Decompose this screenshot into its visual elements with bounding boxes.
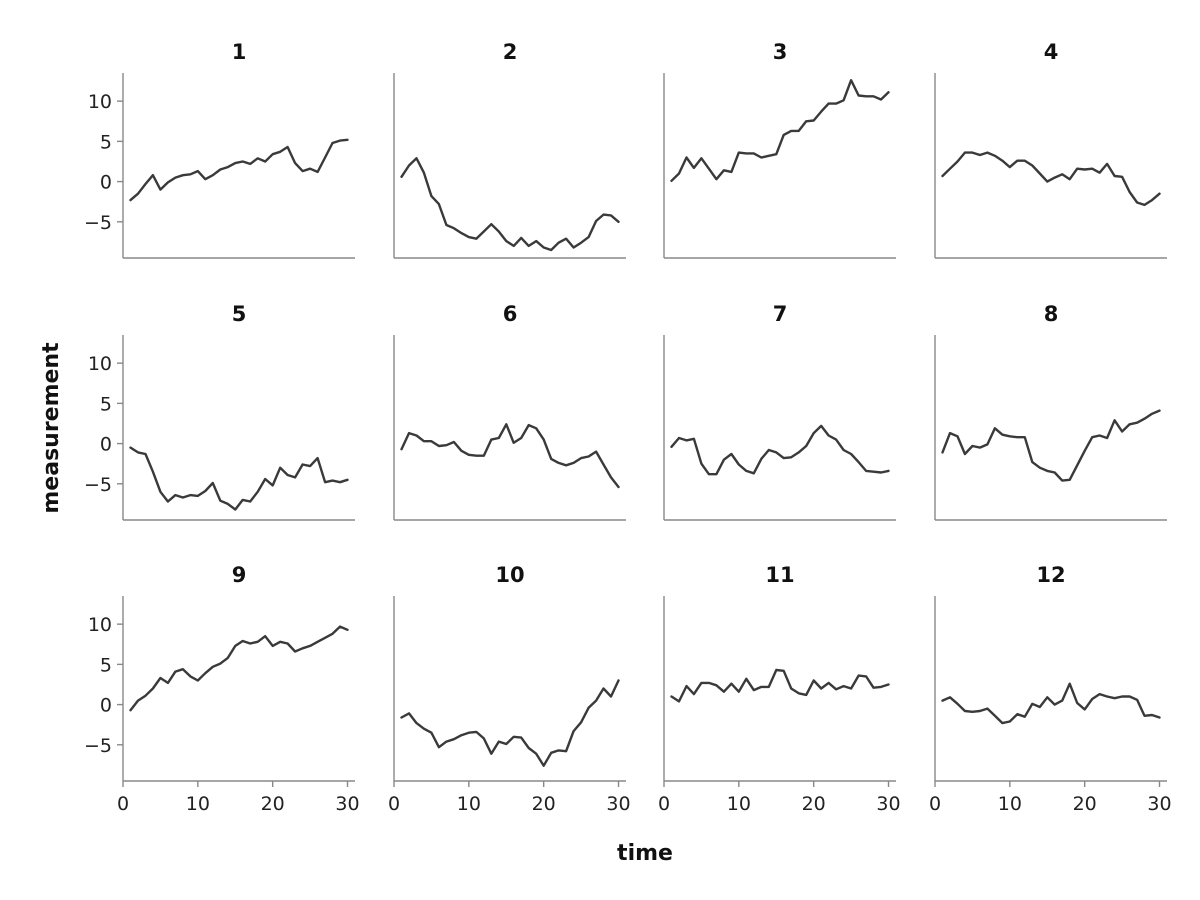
x-tick-label: 30 [1147, 793, 1171, 815]
x-tick-label: 0 [929, 793, 941, 815]
panel-title: 2 [503, 40, 518, 64]
facet-panel: 7 [663, 302, 896, 521]
facet-panel: 8 [934, 302, 1167, 521]
facet-panel: 11 0 10 20 30 [658, 563, 901, 815]
series-line [941, 151, 1161, 207]
x-tick-label: 0 [658, 793, 670, 815]
y-tick-label: 5 [100, 393, 112, 415]
facet-panel: 5 −5 0 5 10 [84, 302, 355, 521]
y-tick-label: −5 [84, 212, 112, 234]
x-tick-label: 10 [727, 793, 751, 815]
y-tick-label: 5 [100, 131, 112, 153]
x-tick-label: 0 [388, 793, 400, 815]
panel-title: 9 [232, 563, 247, 587]
panel-title: 3 [773, 40, 788, 64]
panel-title: 7 [773, 302, 788, 326]
facet-panel: 2 [393, 40, 626, 259]
series-line [129, 625, 349, 712]
panel-title: 5 [232, 302, 247, 326]
panel-title: 11 [765, 563, 794, 587]
series-line [400, 423, 620, 489]
series-line [941, 682, 1161, 725]
y-tick-label: 0 [100, 695, 112, 717]
x-tick-label: 10 [457, 793, 481, 815]
y-tick-label: 0 [100, 434, 112, 456]
y-tick-label: −5 [84, 474, 112, 496]
x-tick-label: 30 [335, 793, 359, 815]
facet-panel: 12 0 10 20 30 [929, 563, 1172, 815]
x-tick-label: 20 [532, 793, 556, 815]
x-tick-label: 10 [998, 793, 1022, 815]
y-axis-title: measurement [39, 342, 64, 514]
panel-title: 4 [1044, 40, 1059, 64]
x-tick-label: 0 [117, 793, 129, 815]
x-tick-label: 10 [186, 793, 210, 815]
series-line [941, 409, 1161, 482]
x-tick-label: 20 [1073, 793, 1097, 815]
series-line [129, 446, 349, 511]
series-line [670, 424, 890, 476]
facet-panel: 9 −5 0 5 10 0 10 20 30 [84, 563, 360, 815]
panel-title: 1 [232, 40, 247, 64]
panel-title: 6 [503, 302, 518, 326]
y-tick-label: 10 [88, 91, 112, 113]
panel-title: 10 [495, 563, 524, 587]
x-tick-label: 20 [802, 793, 826, 815]
y-tick-label: 5 [100, 654, 112, 676]
facet-panel: 4 [934, 40, 1167, 259]
y-tick-label: 10 [88, 353, 112, 375]
y-tick-label: 10 [88, 614, 112, 636]
panel-title: 12 [1036, 563, 1065, 587]
x-tick-label: 20 [261, 793, 285, 815]
series-line [400, 679, 620, 767]
facet-panel: 10 0 10 20 30 [388, 563, 631, 815]
series-line [670, 78, 890, 183]
facet-panel: 6 [393, 302, 626, 521]
series-line [670, 668, 890, 703]
series-line [129, 138, 349, 202]
y-tick-label: −5 [84, 735, 112, 757]
x-tick-label: 30 [876, 793, 900, 815]
panel-title: 8 [1044, 302, 1059, 326]
facet-panel: 1 −5 0 5 10 [84, 40, 355, 259]
series-line [400, 157, 620, 252]
y-tick-label: 0 [100, 172, 112, 194]
facet-panel: 3 [663, 40, 896, 259]
x-tick-label: 30 [606, 793, 630, 815]
x-axis-title: time [617, 841, 673, 866]
